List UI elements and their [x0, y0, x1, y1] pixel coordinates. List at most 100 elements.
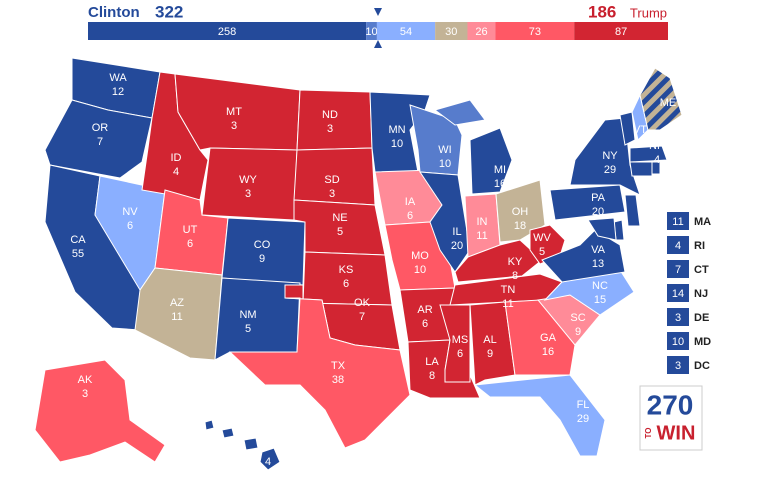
totals-bar: 258 10 54 30 26 73 87 [88, 22, 668, 40]
state-abbr: KS [339, 264, 354, 276]
state-abbr: WY [239, 174, 257, 186]
state-ev: 7 [97, 136, 103, 148]
state-shape [587, 217, 617, 241]
logo: 270 TO WIN [639, 385, 703, 451]
small-state-ev: 14 [672, 288, 684, 300]
state-abbr: ID [171, 152, 182, 164]
state-abbr: VA [591, 244, 606, 256]
state-shape [469, 301, 516, 386]
state-abbr: ND [322, 109, 338, 121]
state-abbr: AR [417, 304, 432, 316]
state-abbr: NC [592, 280, 608, 292]
state-shape [629, 161, 653, 177]
state-abbr: VT [633, 124, 647, 136]
candidate-right-total: 186 [588, 2, 616, 21]
small-state-box [667, 260, 689, 278]
state-ev: 12 [112, 86, 124, 98]
small-state-box [667, 356, 689, 374]
state-shape [473, 374, 606, 457]
small-state-abbr: NJ [694, 288, 708, 300]
small-state-abbr: MD [694, 336, 711, 348]
state-abbr: MT [226, 106, 242, 118]
state-ev: 11 [502, 298, 513, 310]
state-ev: 16 [494, 178, 506, 190]
state-ev: 29 [577, 413, 589, 425]
state-shape [34, 359, 166, 463]
small-state-ev: 10 [672, 336, 684, 348]
bar-segment-label: 87 [615, 26, 627, 38]
state-shape [44, 99, 153, 179]
midpoint-marker [374, 8, 382, 16]
bar-segment [366, 22, 377, 40]
header: Clinton 322 186 Trump [88, 2, 667, 48]
small-state-ev: 4 [675, 240, 681, 252]
small-state-abbr: MA [694, 216, 711, 228]
logo-box [639, 385, 703, 451]
state-shape [541, 229, 626, 283]
state-ev: 55 [72, 248, 84, 260]
state-abbr: OR [92, 122, 109, 134]
state-abbr: KY [508, 256, 523, 268]
state-ev: 3 [327, 123, 333, 135]
state-shape [624, 194, 641, 227]
state-abbr: NM [239, 309, 256, 321]
state-abbr: HI [240, 451, 251, 463]
state-shape [619, 111, 636, 146]
state-ev: 11 [171, 311, 182, 323]
state-abbr: SD [324, 174, 339, 186]
state-ev: 3 [231, 120, 237, 132]
state-ev: 16 [542, 346, 554, 358]
state-abbr: FL [577, 399, 590, 411]
bar-segment-label: 30 [445, 26, 457, 38]
small-state-abbr: DC [694, 360, 710, 372]
state-ev: 20 [451, 240, 463, 252]
state-abbr: WV [533, 232, 551, 244]
state-ev: 7 [359, 311, 365, 323]
us-map [34, 57, 683, 471]
state-abbr: ME [660, 97, 677, 109]
state-ev: 8 [429, 370, 435, 382]
state-abbr: AK [78, 374, 93, 386]
bar-segment [495, 22, 575, 40]
bar-segment [435, 22, 468, 40]
state-labels: WA12OR7CA55NV6ID4MT3WY3UT6AZ11CO9NM5ND3S… [70, 72, 676, 468]
small-state-box [667, 212, 689, 230]
small-state-box [667, 284, 689, 302]
state-abbr: WA [109, 72, 127, 84]
state-ev: 8 [512, 270, 518, 282]
state-shape [419, 171, 471, 273]
state-abbr: IA [405, 196, 416, 208]
state-abbr: TX [331, 360, 346, 372]
bar-segment [88, 22, 367, 40]
state-ev: 4 [265, 456, 271, 468]
state-abbr: AL [483, 334, 496, 346]
state-shape [259, 447, 281, 471]
small-state-ev: 3 [675, 360, 681, 372]
state-shape [504, 299, 576, 376]
candidate-left-name: Clinton [88, 4, 140, 21]
state-shape [569, 117, 641, 196]
logo-word: WIN [657, 422, 696, 444]
state-ev: 3 [329, 188, 335, 200]
state-shape [469, 127, 513, 195]
state-ev: 6 [187, 238, 193, 250]
state-ev: 10 [414, 264, 426, 276]
small-state-abbr: CT [694, 264, 709, 276]
state-ev: 9 [259, 253, 265, 265]
state-ev: 6 [127, 220, 133, 232]
state-abbr: NY [602, 150, 618, 162]
state-ev: 11 [476, 230, 487, 242]
state-shape [221, 217, 306, 286]
state-abbr: OH [512, 206, 529, 218]
state-shape [629, 145, 668, 163]
state-abbr: NV [122, 206, 138, 218]
state-abbr: OK [354, 297, 371, 309]
bar-segment-label: 258 [218, 26, 236, 38]
state-ev: 6 [457, 348, 463, 360]
candidate-right-name: Trump [630, 5, 667, 20]
state-ev: 15 [594, 294, 606, 306]
state-abbr: MS [452, 334, 469, 346]
state-ev: 13 [592, 258, 604, 270]
small-state-abbr: RI [694, 240, 705, 252]
